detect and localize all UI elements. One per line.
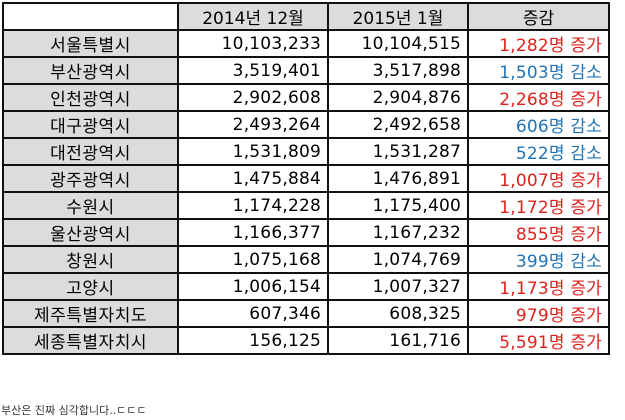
population-2015-cell: 1,476,891 — [327, 164, 469, 193]
table-row: 대구광역시 2,493,264 2,492,658 606명 감소 — [2, 110, 610, 139]
table-row: 광주광역시 1,475,884 1,476,891 1,007명 증가 — [2, 164, 610, 193]
table-body: 서울특별시 10,103,233 10,104,515 1,282명 증가 부산… — [2, 29, 610, 355]
population-2015-cell: 2,492,658 — [327, 110, 469, 139]
change-cell: 979명 증가 — [467, 299, 610, 328]
table-row: 울산광역시 1,166,377 1,167,232 855명 증가 — [2, 218, 610, 247]
population-2015-cell: 608,325 — [327, 299, 469, 328]
region-cell: 울산광역시 — [2, 218, 179, 247]
table-row: 수원시 1,174,228 1,175,400 1,172명 증가 — [2, 191, 610, 220]
region-cell: 대구광역시 — [2, 110, 179, 139]
population-2014-cell: 1,166,377 — [177, 218, 329, 247]
table-header-row: 2014년 12월 2015년 1월 증감 — [2, 2, 610, 31]
population-2015-cell: 1,007,327 — [327, 272, 469, 301]
change-cell: 5,591명 증가 — [467, 326, 610, 355]
change-cell: 2,268명 증가 — [467, 83, 610, 112]
region-cell: 서울특별시 — [2, 29, 179, 58]
population-2014-cell: 607,346 — [177, 299, 329, 328]
population-2015-cell: 1,074,769 — [327, 245, 469, 274]
change-cell: 606명 감소 — [467, 110, 610, 139]
header-change: 증감 — [467, 2, 610, 31]
header-corner-cell — [2, 2, 179, 31]
region-cell: 부산광역시 — [2, 56, 179, 85]
population-2015-cell: 161,716 — [327, 326, 469, 355]
table-row: 고양시 1,006,154 1,007,327 1,173명 증가 — [2, 272, 610, 301]
caption-text: 부산은 진짜 심각합니다..ㄷㄷㄷ — [1, 404, 147, 417]
change-cell: 522명 감소 — [467, 137, 610, 166]
population-2015-cell: 2,904,876 — [327, 83, 469, 112]
table-row: 부산광역시 3,519,401 3,517,898 1,503명 감소 — [2, 56, 610, 85]
change-cell: 1,173명 증가 — [467, 272, 610, 301]
population-2014-cell: 1,531,809 — [177, 137, 329, 166]
region-cell: 제주특별자치도 — [2, 299, 179, 328]
population-2015-cell: 10,104,515 — [327, 29, 469, 58]
change-cell: 399명 감소 — [467, 245, 610, 274]
population-2014-cell: 1,006,154 — [177, 272, 329, 301]
region-cell: 수원시 — [2, 191, 179, 220]
region-cell: 광주광역시 — [2, 164, 179, 193]
population-2014-cell: 1,174,228 — [177, 191, 329, 220]
change-cell: 1,503명 감소 — [467, 56, 610, 85]
population-2014-cell: 1,475,884 — [177, 164, 329, 193]
population-2014-cell: 156,125 — [177, 326, 329, 355]
population-2014-cell: 2,493,264 — [177, 110, 329, 139]
population-table: 2014년 12월 2015년 1월 증감 서울특별시 10,103,233 1… — [2, 2, 610, 355]
region-cell: 인천광역시 — [2, 83, 179, 112]
table-row: 인천광역시 2,902,608 2,904,876 2,268명 증가 — [2, 83, 610, 112]
header-2014-dec: 2014년 12월 — [177, 2, 329, 31]
population-2014-cell: 3,519,401 — [177, 56, 329, 85]
region-cell: 고양시 — [2, 272, 179, 301]
population-2014-cell: 10,103,233 — [177, 29, 329, 58]
population-2015-cell: 1,175,400 — [327, 191, 469, 220]
change-cell: 1,282명 증가 — [467, 29, 610, 58]
table-row: 제주특별자치도 607,346 608,325 979명 증가 — [2, 299, 610, 328]
population-2014-cell: 1,075,168 — [177, 245, 329, 274]
table-row: 대전광역시 1,531,809 1,531,287 522명 감소 — [2, 137, 610, 166]
population-2015-cell: 1,167,232 — [327, 218, 469, 247]
population-2014-cell: 2,902,608 — [177, 83, 329, 112]
table-row: 서울특별시 10,103,233 10,104,515 1,282명 증가 — [2, 29, 610, 58]
change-cell: 1,172명 증가 — [467, 191, 610, 220]
region-cell: 창원시 — [2, 245, 179, 274]
table-row: 창원시 1,075,168 1,074,769 399명 감소 — [2, 245, 610, 274]
change-cell: 855명 증가 — [467, 218, 610, 247]
population-2015-cell: 3,517,898 — [327, 56, 469, 85]
population-2015-cell: 1,531,287 — [327, 137, 469, 166]
region-cell: 세종특별자치시 — [2, 326, 179, 355]
table-row: 세종특별자치시 156,125 161,716 5,591명 증가 — [2, 326, 610, 355]
region-cell: 대전광역시 — [2, 137, 179, 166]
change-cell: 1,007명 증가 — [467, 164, 610, 193]
header-2015-jan: 2015년 1월 — [327, 2, 469, 31]
